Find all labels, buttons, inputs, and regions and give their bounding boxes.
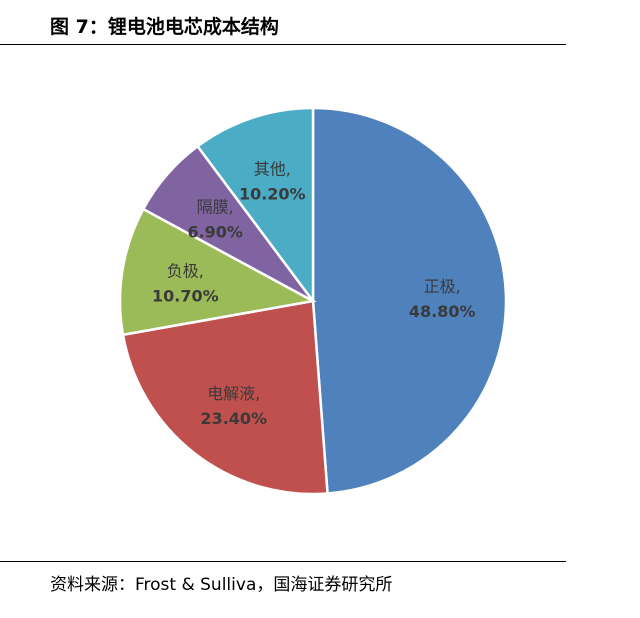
slice-category-label: 隔膜, — [197, 197, 234, 216]
figure-title: 图 7：锂电池电芯成本结构 — [50, 16, 279, 38]
pie-slice — [118, 207, 317, 337]
slice-category-label: 正极, — [424, 277, 461, 296]
pie-slice — [311, 106, 508, 495]
slice-value-label: 10.70% — [152, 286, 219, 305]
source-note: 资料来源：Frost & Sulliva，国海证券研究所 — [50, 575, 393, 595]
slice-category-label: 电解液, — [207, 384, 260, 403]
title-rule — [0, 44, 566, 45]
slice-value-label: 6.90% — [187, 222, 243, 241]
pie-slice — [195, 106, 315, 305]
slice-value-label: 48.80% — [409, 302, 476, 321]
pie-labels: 正极, 48.80% 电解液, 23.40% 负极, 10.70% 隔膜, 6.90% 其他, 1… — [152, 159, 476, 428]
pie-slices — [118, 106, 508, 496]
slice-value-label: 10.20% — [239, 184, 306, 203]
pie-slice — [121, 299, 329, 496]
slice-category-label: 负极, — [167, 261, 204, 280]
slice-category-label: 其他, — [254, 159, 291, 178]
source-rule — [0, 561, 566, 562]
slice-value-label: 23.40% — [200, 409, 267, 428]
